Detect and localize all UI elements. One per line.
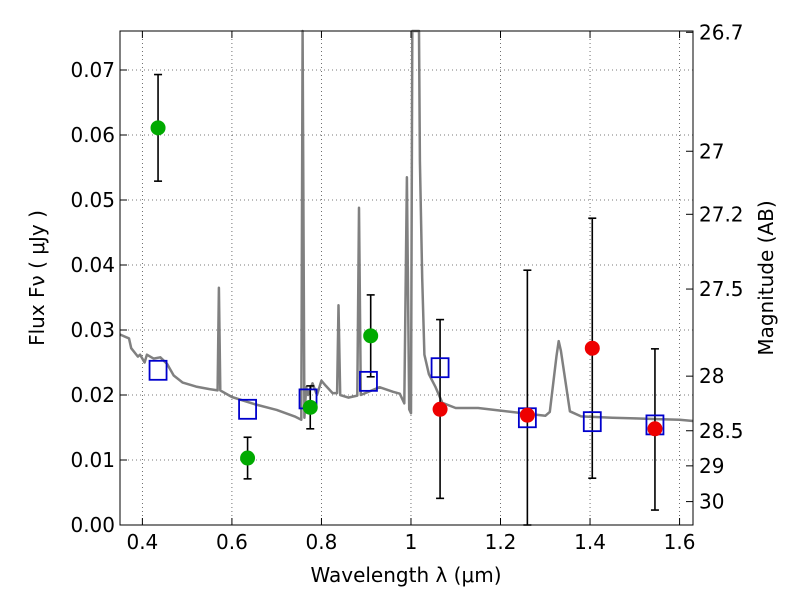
y-tick-label: 0.06 <box>70 123 115 147</box>
y2-tick-label: 27 <box>699 139 724 163</box>
y-tick-label: 0.01 <box>70 448 115 472</box>
x-tick-label: 0.8 <box>306 530 338 554</box>
x-axis-ticks: 0.4 0.6 0.8 1 1.2 1.4 1.6 <box>126 31 695 554</box>
y2-tick-label: 26.7 <box>699 20 744 44</box>
red-data-point <box>432 401 448 417</box>
spectrum-layer <box>119 29 694 423</box>
green-data-point <box>150 120 166 136</box>
x-tick-label: 1.2 <box>485 530 517 554</box>
green-data-point <box>302 399 318 415</box>
x-tick-label: 1.6 <box>664 530 696 554</box>
x-tick-label: 0.6 <box>216 530 248 554</box>
y2-axis-label: Magnitude (AB) <box>754 200 778 355</box>
model-box-marker <box>430 357 450 379</box>
green-data-point <box>240 450 256 466</box>
model-box-layer <box>148 357 665 436</box>
y2-tick-label: 28.5 <box>699 419 744 443</box>
point-layer <box>150 120 663 466</box>
red-data-point <box>519 407 535 423</box>
model-box-marker <box>359 370 378 392</box>
y-tick-label: 0.02 <box>70 383 115 407</box>
y2-axis-ticks: 26.7 27 27.2 27.5 28 28.5 29 30 <box>686 20 744 514</box>
model-box-marker <box>582 411 602 433</box>
y2-tick-label: 27.5 <box>699 277 744 301</box>
red-data-point <box>647 421 663 437</box>
y-tick-label: 0.04 <box>70 253 115 277</box>
y-tick-label: 0.05 <box>70 188 115 212</box>
model-box-marker <box>238 398 257 420</box>
y-tick-label: 0.07 <box>70 58 115 82</box>
y-axis-ticks: 0.00 0.01 0.02 0.03 0.04 0.05 0.06 0.07 <box>70 58 127 537</box>
x-tick-label: 1.4 <box>574 530 606 554</box>
red-data-point <box>584 340 600 356</box>
green-data-point <box>363 328 379 344</box>
x-tick-label: 1 <box>405 530 418 554</box>
x-tick-label: 0.4 <box>126 530 158 554</box>
y2-tick-label: 27.2 <box>699 202 744 226</box>
y-tick-label: 0.00 <box>70 513 115 537</box>
y2-tick-label: 29 <box>699 454 724 478</box>
x-axis-label: Wavelength λ (μm) <box>310 563 501 587</box>
y2-tick-label: 30 <box>699 490 724 514</box>
y-axis-label: Flux Fν ( μJy ) <box>25 210 49 346</box>
y2-tick-label: 28 <box>699 364 724 388</box>
plot-frame <box>119 30 694 526</box>
y-tick-label: 0.03 <box>70 318 115 342</box>
model-box-marker <box>148 359 168 381</box>
spectrum-line <box>119 29 694 423</box>
